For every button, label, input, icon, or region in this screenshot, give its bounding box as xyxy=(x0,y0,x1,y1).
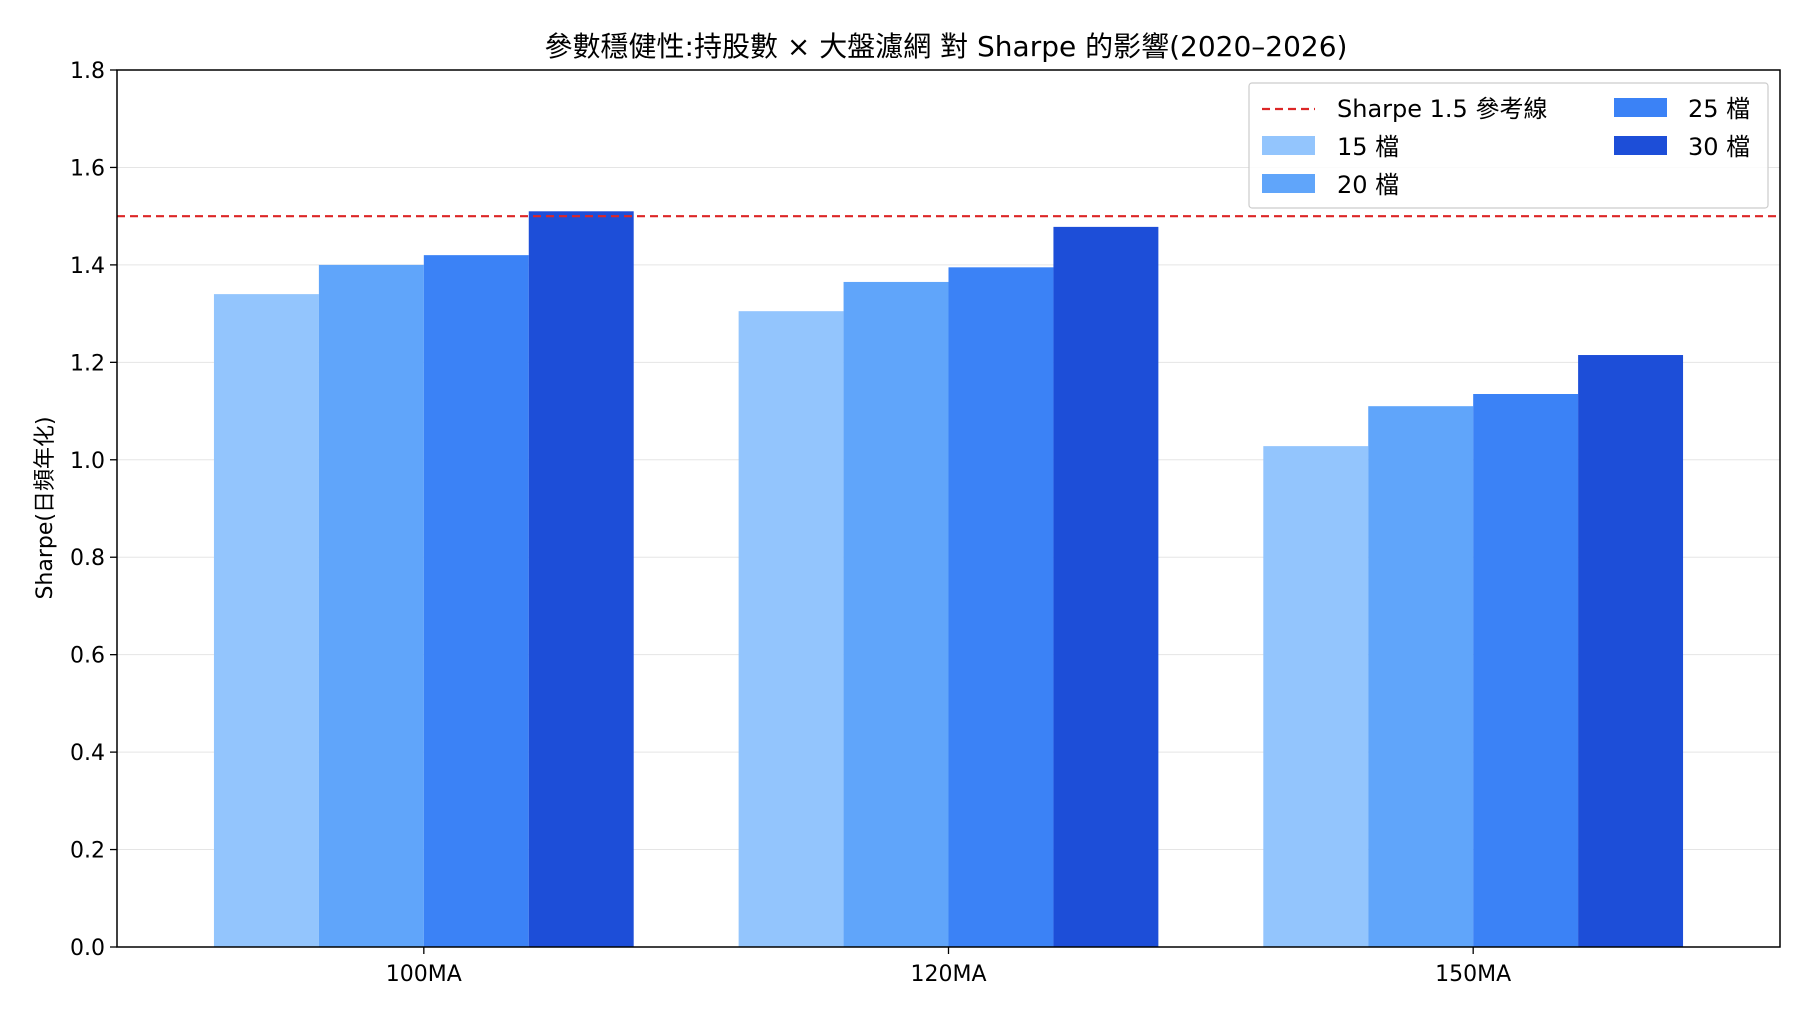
y-axis-ticks: 0.0 0.2 0.4 0.6 0.8 1.0 1.2 1.4 1.6 1.8 xyxy=(70,59,117,961)
bar-150MA-3 xyxy=(1578,355,1684,947)
legend-swatch-30 xyxy=(1614,136,1667,155)
x-tick-label: 150MA xyxy=(1435,962,1511,987)
bar-150MA-2 xyxy=(1473,394,1579,947)
bar-120MA-2 xyxy=(948,267,1054,947)
chart-title: 參數穩健性:持股數 × 大盤濾網 對 Sharpe 的影響(2020–2026) xyxy=(545,30,1348,63)
bar-100MA-2 xyxy=(423,255,529,948)
legend: Sharpe 1.5 參考線 15 檔 20 檔 25 檔 30 檔 xyxy=(1248,82,1769,209)
bar-120MA-1 xyxy=(843,281,949,948)
x-tick-label: 100MA xyxy=(386,962,462,987)
y-tick-label: 1.2 xyxy=(70,351,105,376)
legend-swatch-15 xyxy=(1262,136,1315,155)
legend-label-20: 20 檔 xyxy=(1337,171,1399,199)
y-tick-label: 1.6 xyxy=(70,156,105,181)
bar-150MA-1 xyxy=(1368,406,1474,947)
bar-120MA-3 xyxy=(1053,226,1159,947)
bars xyxy=(213,211,1684,948)
y-axis-label: Sharpe(日頻年化) xyxy=(33,416,58,599)
legend-swatch-25 xyxy=(1614,98,1667,117)
y-tick-label: 1.8 xyxy=(70,59,105,84)
y-tick-label: 1.0 xyxy=(70,449,105,474)
y-tick-label: 0.8 xyxy=(70,546,105,571)
x-axis-ticks: 100MA 120MA 150MA xyxy=(386,947,1511,987)
bar-150MA-0 xyxy=(1263,446,1369,947)
y-tick-label: 0.2 xyxy=(70,839,105,864)
legend-label-25: 25 檔 xyxy=(1688,95,1750,123)
y-tick-label: 0.6 xyxy=(70,644,105,669)
legend-swatch-20 xyxy=(1262,174,1315,193)
y-tick-label: 0.4 xyxy=(70,741,105,766)
legend-label-reference: Sharpe 1.5 參考線 xyxy=(1337,95,1547,123)
bar-120MA-0 xyxy=(738,311,844,947)
y-tick-label: 1.4 xyxy=(70,254,105,279)
bar-100MA-3 xyxy=(528,211,634,948)
legend-label-15: 15 檔 xyxy=(1337,133,1399,161)
x-tick-label: 120MA xyxy=(910,962,986,987)
bar-100MA-0 xyxy=(213,294,319,948)
bar-100MA-1 xyxy=(318,264,424,947)
y-tick-label: 0.0 xyxy=(70,936,105,961)
legend-label-30: 30 檔 xyxy=(1688,133,1750,161)
